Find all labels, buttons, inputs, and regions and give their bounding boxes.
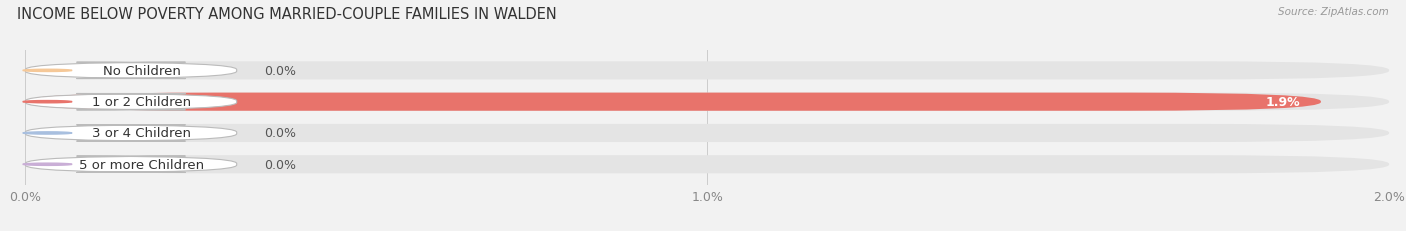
FancyBboxPatch shape [25, 62, 1389, 80]
FancyBboxPatch shape [25, 63, 236, 79]
Circle shape [22, 101, 72, 103]
FancyBboxPatch shape [25, 93, 1389, 111]
Circle shape [22, 70, 72, 72]
Circle shape [22, 163, 72, 166]
Text: Source: ZipAtlas.com: Source: ZipAtlas.com [1278, 7, 1389, 17]
Text: 1.9%: 1.9% [1265, 96, 1301, 109]
Text: INCOME BELOW POVERTY AMONG MARRIED-COUPLE FAMILIES IN WALDEN: INCOME BELOW POVERTY AMONG MARRIED-COUPL… [17, 7, 557, 22]
Text: 0.0%: 0.0% [264, 127, 297, 140]
Text: 5 or more Children: 5 or more Children [79, 158, 204, 171]
Text: 0.0%: 0.0% [264, 65, 297, 78]
Text: 3 or 4 Children: 3 or 4 Children [91, 127, 191, 140]
FancyBboxPatch shape [25, 93, 1322, 111]
FancyBboxPatch shape [25, 124, 1389, 143]
Text: 1 or 2 Children: 1 or 2 Children [91, 96, 191, 109]
Text: No Children: No Children [103, 65, 180, 78]
FancyBboxPatch shape [25, 155, 1389, 173]
FancyBboxPatch shape [25, 156, 236, 173]
FancyBboxPatch shape [25, 125, 236, 142]
FancyBboxPatch shape [25, 94, 236, 110]
Text: 0.0%: 0.0% [264, 158, 297, 171]
Circle shape [22, 132, 72, 134]
